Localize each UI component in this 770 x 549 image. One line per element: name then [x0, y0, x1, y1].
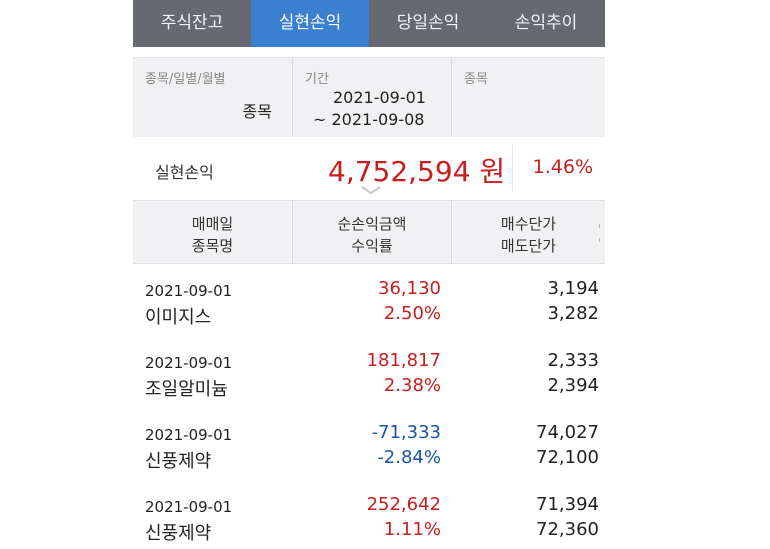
table-row[interactable]: 2021-09-01 조일알미늄 181,817 2.38% 2,333 2,394 [133, 336, 605, 409]
period-to: ~ 2021-09-08 [313, 110, 425, 129]
header-trade-date: 매매일 [191, 215, 234, 233]
view-type-label: 종목/일별/월별 [145, 72, 226, 87]
return-rate: -2.84% [377, 447, 441, 468]
period-label: 기간 [305, 72, 329, 87]
header-return-rate: 수익률 [351, 237, 393, 255]
trade-date: 2021-09-01 [145, 282, 233, 300]
header-date-name[interactable]: 매매일 종목명 [133, 201, 293, 263]
period-from: 2021-09-01 [333, 88, 426, 107]
table-row[interactable]: 2021-09-01 이미지스 36,130 2.50% 3,194 3,282 [133, 264, 605, 337]
stock-filter-label: 종목 [464, 72, 488, 87]
tab-bar: 주식잔고 실현손익 당일손익 손익추이 [133, 0, 605, 47]
chevron-down-icon[interactable] [359, 183, 383, 197]
stock-app: 주식잔고 실현손익 당일손익 손익추이 종목/일별/월별 종목 기간 2021-… [133, 0, 605, 549]
view-type-value: 종목 [242, 102, 272, 121]
filter-panel: 종목/일별/월별 종목 기간 2021-09-01 ~ 2021-09-08 종… [133, 57, 605, 138]
return-rate: 1.11% [383, 519, 441, 540]
header-pnl-rate[interactable]: 순손익금액 수익률 [293, 201, 452, 263]
buy-price: 2,333 [547, 350, 599, 371]
buy-price: 71,394 [536, 494, 599, 515]
stock-name: 조일알미늄 [145, 379, 228, 400]
header-prices[interactable]: 매수단가 매도단가 [452, 201, 605, 263]
stock-name: 이미지스 [145, 307, 212, 328]
table-row[interactable]: 2021-09-01 신풍제약 -71,333 -2.84% 74,027 72,100 [133, 408, 605, 481]
summary-divider [512, 145, 513, 191]
net-pnl: 181,817 [366, 350, 441, 371]
tab-stock-balance[interactable]: 주식잔고 [160, 13, 224, 33]
table-row[interactable]: 2021-09-01 신풍제약 252,642 1.11% 71,394 72,360 [133, 480, 605, 549]
sell-price: 3,282 [547, 303, 599, 324]
realized-pnl-summary: 실현손익 4,752,594 원 1.46% [133, 137, 605, 199]
net-pnl: -71,333 [371, 422, 441, 443]
return-rate: 2.50% [383, 303, 441, 324]
trade-date: 2021-09-01 [145, 426, 233, 444]
tab-pnl-trend[interactable]: 손익추이 [514, 13, 578, 33]
stock-filter[interactable]: 종목 [452, 58, 605, 137]
header-sell-price: 매도단가 [500, 237, 557, 255]
sell-price: 72,360 [536, 519, 599, 540]
period-filter[interactable]: 기간 2021-09-01 ~ 2021-09-08 [293, 58, 452, 137]
net-pnl: 252,642 [366, 494, 441, 515]
sell-price: 2,394 [547, 375, 599, 396]
scroll-indicator [599, 224, 600, 242]
header-buy-price: 매수단가 [500, 215, 557, 233]
table-header: 매매일 종목명 순손익금액 수익률 매수단가 매도단가 [133, 200, 605, 264]
view-type-filter[interactable]: 종목/일별/월별 종목 [133, 58, 293, 137]
net-pnl: 36,130 [378, 278, 441, 299]
buy-price: 3,194 [547, 278, 599, 299]
return-rate: 2.38% [383, 375, 441, 396]
stock-name: 신풍제약 [145, 451, 212, 472]
trade-date: 2021-09-01 [145, 354, 233, 372]
summary-amount: 4,752,594 원 [328, 155, 506, 188]
buy-price: 74,027 [536, 422, 599, 443]
summary-label: 실현손익 [155, 163, 214, 182]
stock-name: 신풍제약 [145, 523, 212, 544]
tab-realized-pnl[interactable]: 실현손익 [251, 0, 369, 47]
header-stock-name: 종목명 [191, 237, 234, 255]
header-net-pnl: 순손익금액 [337, 215, 407, 233]
tab-daily-pnl[interactable]: 당일손익 [396, 13, 460, 33]
sell-price: 72,100 [536, 447, 599, 468]
trade-date: 2021-09-01 [145, 498, 233, 516]
summary-rate: 1.46% [532, 156, 593, 178]
